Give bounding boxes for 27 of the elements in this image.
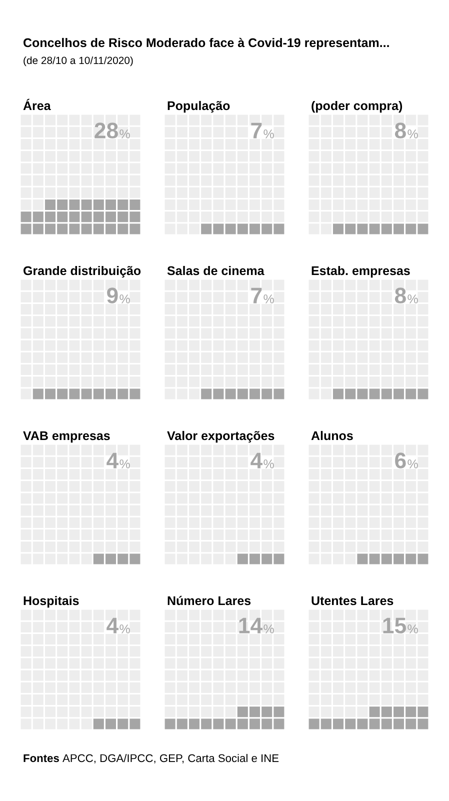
category-label: Salas de cinema: [167, 266, 264, 276]
data-label: 8%: [394, 122, 418, 138]
data-label: 6%: [395, 452, 418, 468]
data-label: 7%: [251, 288, 274, 304]
data-label: 9%: [107, 288, 130, 304]
category-label: Alunos: [311, 430, 353, 440]
category-label: Utentes Lares: [312, 596, 394, 606]
text: Fontes APCC, DGA/IPCC, GEP, Carta Social e INE: [24, 754, 279, 764]
data-label: 15%: [383, 618, 418, 634]
category-label: Número Lares: [168, 596, 251, 606]
data-label: 28%: [94, 122, 130, 138]
category-label: População: [168, 100, 230, 113]
category-label: (poder compra): [312, 100, 402, 113]
category-label: Grande distribuição: [24, 266, 141, 278]
category-label: Área: [23, 98, 51, 110]
category-label: Estab. empresas: [312, 266, 410, 278]
text: (de 28/10 a 10/11/2020): [24, 56, 133, 66]
data-label: 4%: [106, 618, 130, 634]
data-label: 14%: [239, 618, 274, 634]
data-label: 4%: [106, 452, 130, 468]
data-label: 4%: [250, 452, 274, 468]
category-label: Hospitais: [24, 596, 79, 608]
category-label: Valor exportações: [167, 430, 274, 443]
data-label: 8%: [394, 288, 418, 304]
category-label: VAB empresas: [23, 431, 110, 443]
text: Concelhos de Risco Moderado face à Covid-19 representam...: [24, 38, 389, 50]
data-label: 7%: [251, 122, 274, 138]
